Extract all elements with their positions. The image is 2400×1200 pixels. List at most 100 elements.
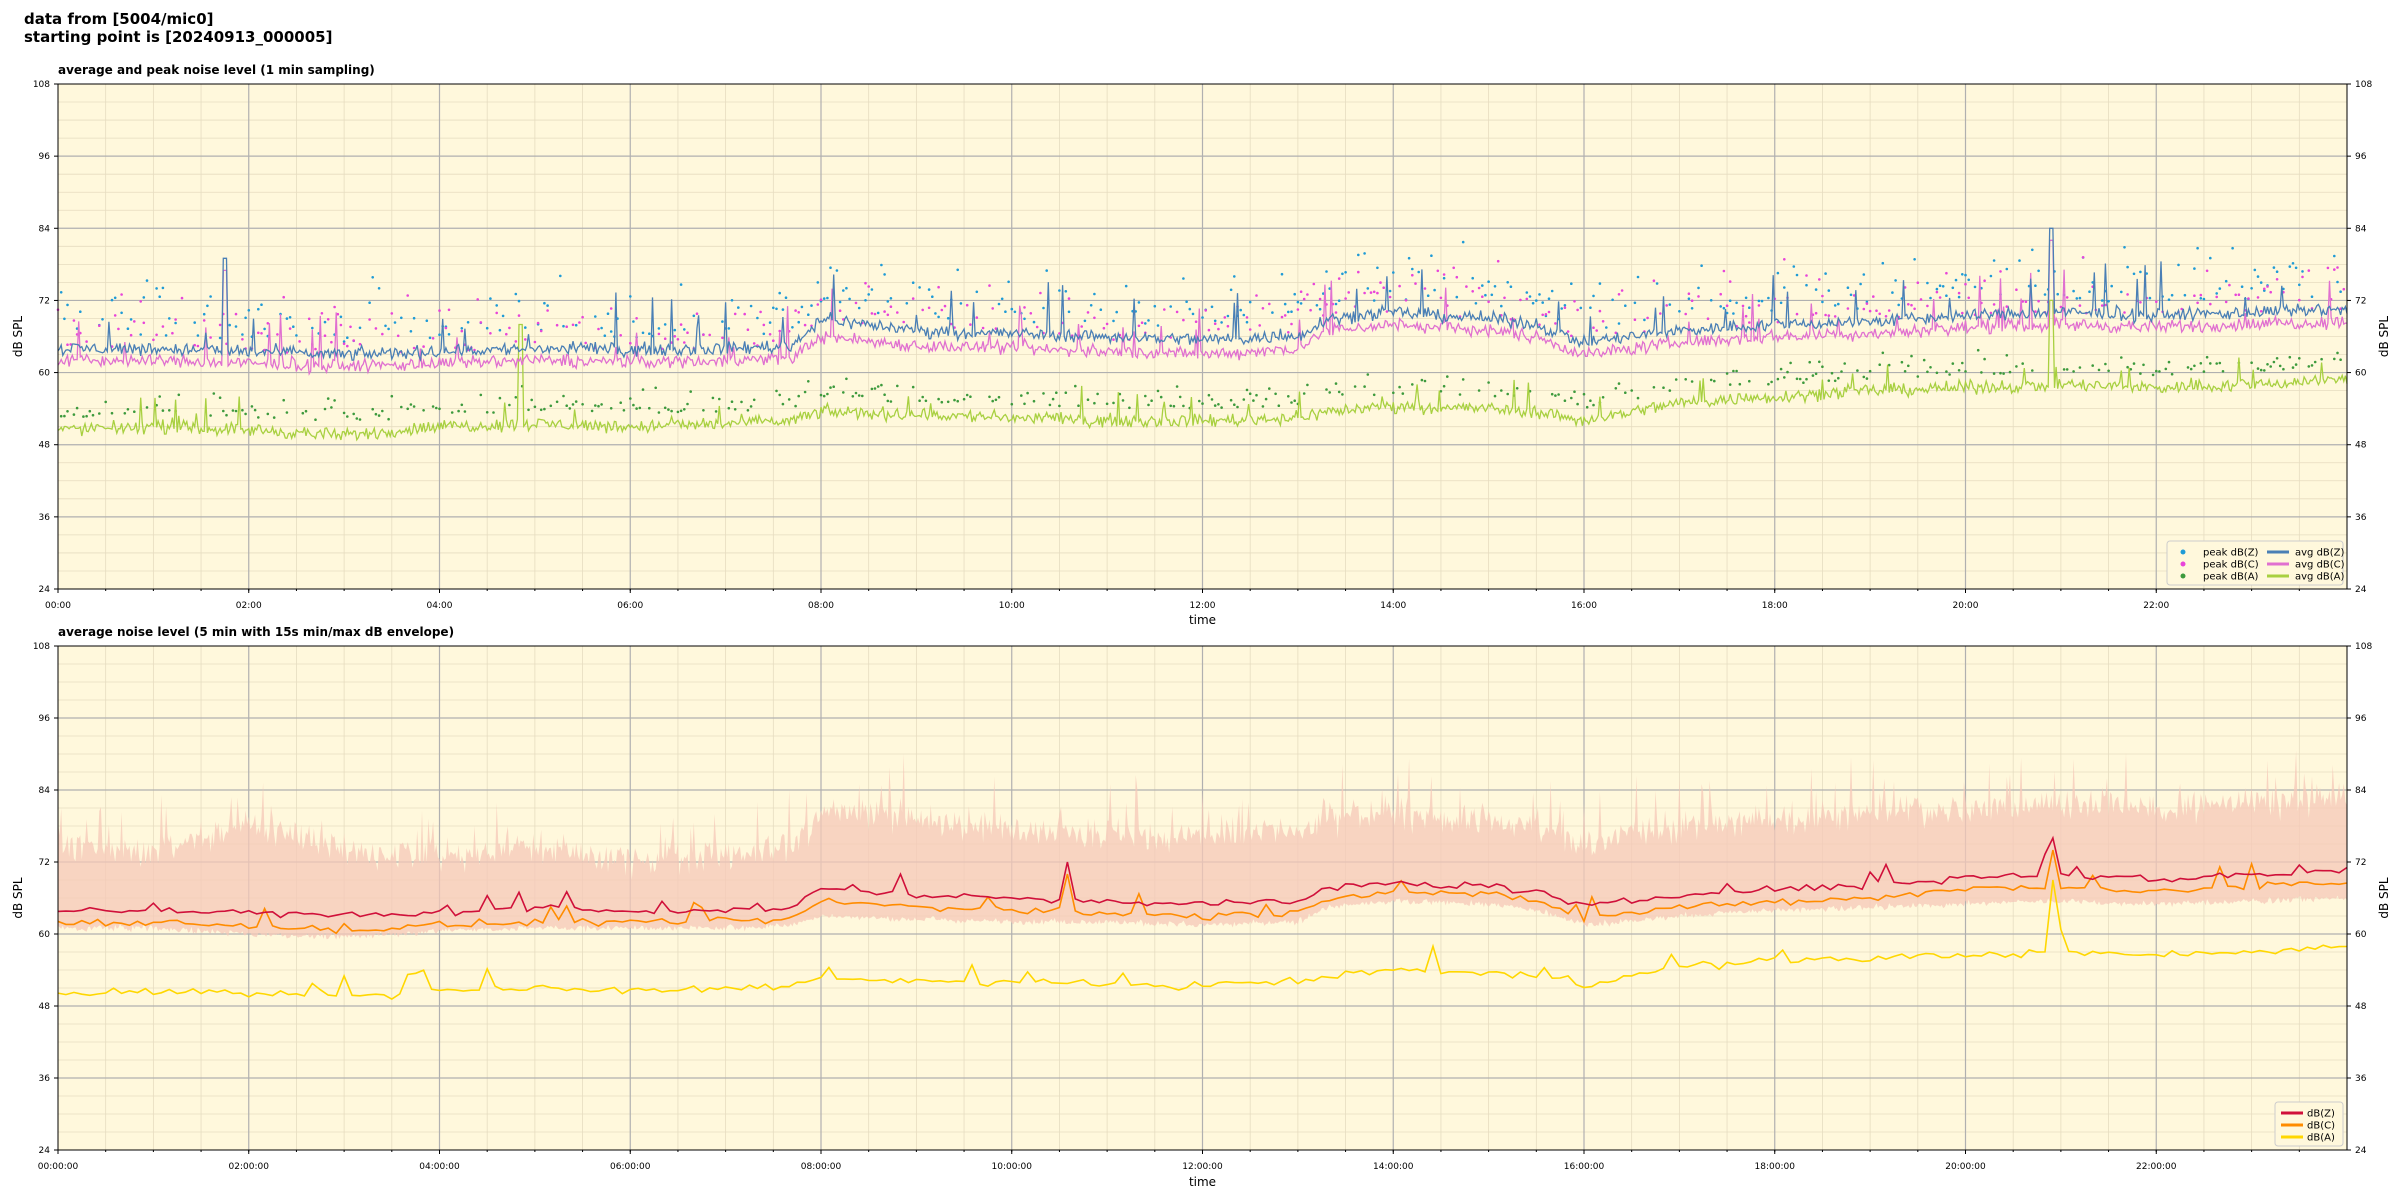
peak-dba-dot [1042,392,1045,395]
peak-dba-dot [161,409,165,412]
peak-dbz-dot [1728,299,1732,303]
peak-dba-dot [2209,362,2212,365]
peak-dbc-dot [597,327,600,331]
peak-dba-dot [622,409,626,412]
peak-dba-dot [826,392,829,396]
peak-dba-dot [212,392,216,395]
peak-dbz-dot [1115,310,1118,314]
peak-dbz-dot [822,297,826,300]
peak-dba-dot [956,399,959,403]
peak-dba-dot [1786,370,1789,374]
peak-dbc-dot [1102,326,1106,330]
peak-dba-dot [749,405,753,408]
peak-dbz-dot [2193,267,2196,270]
peak-dba-dot [1074,384,1077,388]
peak-dbz-dot [559,274,562,278]
peak-dba-dot [1210,398,1214,401]
legend-label: dB(Z) [2307,1109,2335,1120]
peak-dba-dot [1515,387,1519,390]
peak-dbc-dot [1722,269,1726,273]
peak-dbz-dot [1229,288,1233,292]
peak-dbz-dot [1455,295,1459,299]
peak-dba-dot [282,398,286,402]
peak-dbz-dot [1156,324,1160,327]
peak-dba-dot [962,397,966,401]
peak-dba-dot [797,394,800,398]
peak-dbc-dot [721,336,724,340]
peak-dba-dot [2205,355,2209,359]
peak-dbc-dot [339,323,343,327]
peak-dbc-dot [2237,293,2241,297]
peak-dba-dot [1401,392,1405,395]
peak-dbc-dot [1783,258,1786,261]
peak-dba-dot [711,396,715,400]
peak-dbc-dot [1757,304,1761,307]
peak-dbc-dot [266,322,270,325]
peak-dba-dot [969,395,972,399]
peak-dba-dot [1725,372,1729,375]
peak-dba-dot [314,418,317,422]
chart-title: average and peak noise level (1 min samp… [58,63,375,77]
peak-dbz-dot [1023,317,1026,321]
peak-dbz-dot [1687,297,1691,301]
peak-dba-dot [422,409,425,412]
peak-dbz-dot [1697,286,1700,290]
peak-dba-dot [2072,370,2075,373]
peak-dba-dot [1461,378,1465,381]
peak-dba-dot [250,405,254,408]
peak-dbz-dot [876,311,880,315]
peak-dba-dot [965,393,969,397]
peak-dbc-dot [816,303,820,306]
peak-dbz-dot [1490,293,1494,297]
peak-dba-dot [1830,371,1834,375]
peak-dba-dot [1420,378,1424,382]
peak-dbz-dot [79,310,82,314]
peak-dbc-dot [1620,289,1624,292]
peak-dba-dot [104,400,107,404]
peak-dba-dot [1411,383,1414,386]
peak-dbc-dot [2247,297,2250,300]
peak-dba-dot [409,403,413,406]
peak-dbc-dot [139,300,142,303]
peak-dbz-dot [2288,265,2292,268]
peak-dba-dot [133,410,136,414]
peak-dbc-dot [120,293,123,296]
peak-dba-dot [880,383,883,387]
peak-dbz-dot [292,325,295,329]
peak-dbz-dot [1366,287,1370,290]
peak-dba-dot [2091,364,2094,367]
peak-dbz-dot [145,279,149,282]
peak-dbc-dot [1334,311,1338,314]
peak-dbz-dot [848,297,851,301]
peak-dba-dot [533,405,537,409]
peak-dba-dot [1248,392,1252,396]
peak-dbz-dot [1643,318,1646,322]
peak-dba-dot [2186,366,2190,369]
x-tick-label: 12:00 [1190,601,1216,611]
peak-dbc-dot [1442,273,1446,276]
peak-dba-dot [1983,357,1986,361]
peak-dba-dot [1748,379,1751,383]
peak-dbc-dot [180,296,184,300]
peak-dbc-dot [1538,323,1541,327]
peak-dbz-dot [1493,285,1497,288]
y-tick-label-left: 84 [39,224,51,234]
peak-dbz-dot [384,324,387,328]
peak-dbz-dot [1973,285,1977,289]
peak-dbc-dot [1573,300,1576,303]
peak-dbc-dot [346,344,349,348]
peak-dbc-dot [2104,303,2107,307]
peak-dbc-dot [2078,304,2082,307]
peak-dbz-dot [1042,306,1045,310]
peak-dbz-dot [934,312,937,315]
peak-dba-dot [2107,369,2110,373]
peak-dbz-dot [1239,308,1242,312]
peak-dbc-dot [2123,311,2126,314]
peak-dbc-dot [1576,308,1579,312]
x-tick-label: 22:00:00 [2136,1162,2177,1172]
x-tick-label: 06:00 [617,601,643,611]
peak-dbc-dot [673,335,677,338]
peak-dba-dot [323,407,327,411]
peak-dba-dot [498,396,502,400]
peak-dbc-dot [1967,296,1970,300]
